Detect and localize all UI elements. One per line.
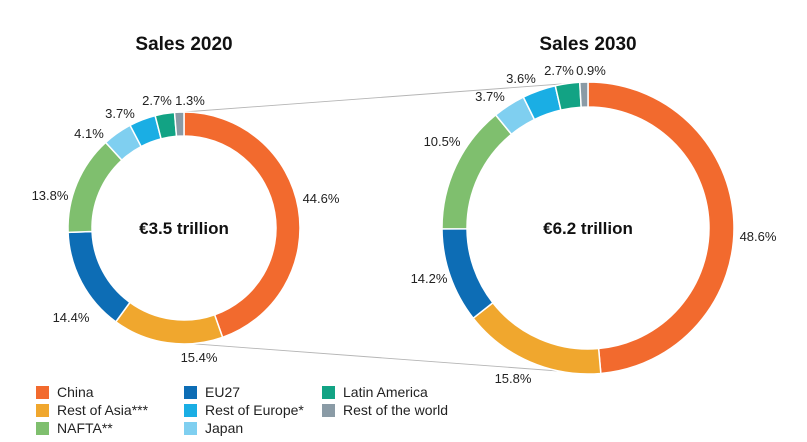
- connector-line-top: [183, 81, 589, 113]
- data-label-rest-of-europe: 3.7%: [105, 106, 135, 121]
- legend-item-nafta: NAFTA**: [36, 419, 113, 437]
- slice-latin-america: [554, 81, 582, 111]
- legend-label-rest-of-europe: Rest of Europe*: [205, 402, 304, 418]
- slice-rest-of-asia: [114, 301, 224, 345]
- data-label-china: 48.6%: [740, 229, 777, 244]
- slice-nafta: [67, 141, 123, 234]
- data-label-nafta: 13.8%: [32, 188, 69, 203]
- data-label-eu27: 10.5%: [424, 134, 461, 149]
- slice-eu27: [441, 228, 494, 320]
- legend-label-eu27: EU27: [205, 384, 241, 400]
- legend-item-latin-america: Latin America: [322, 383, 428, 401]
- data-label-latin-america: 2.7%: [142, 93, 172, 108]
- data-label-japan: 3.6%: [506, 71, 536, 86]
- data-label-rest-of-asia: 15.4%: [181, 350, 218, 365]
- legend-swatch-rest-of-europe: [184, 403, 197, 417]
- legend-swatch-nafta: [36, 421, 49, 435]
- donut-chart-2020: Sales 2020 €3.5 trillion 44.6% 15.4% 13.8% 14…: [32, 34, 340, 365]
- legend-label-latin-america: Latin America: [343, 384, 428, 400]
- data-label-rest-of-europe: 3.7%: [475, 89, 505, 104]
- slice-eu27: [67, 230, 131, 323]
- legend-item-rest-of-the-world: Rest of the world: [322, 401, 448, 419]
- legend-label-rest-of-the-world: Rest of the world: [343, 402, 449, 418]
- connector-line-bottom: [192, 343, 596, 375]
- chart-title: Sales 2020: [135, 34, 232, 55]
- center-total-label: €3.5 trillion: [139, 219, 229, 238]
- legend: China Rest of Asia*** NAFTA** EU27 Rest …: [36, 383, 516, 437]
- legend-swatch-rest-of-asia: [36, 403, 49, 417]
- slice-rest-of-the-world: [578, 81, 589, 108]
- data-label-rest-of-asia: 15.8%: [495, 371, 532, 386]
- data-label-rest-of-the-world: 1.3%: [175, 93, 205, 108]
- data-label-latin-america: 2.7%: [544, 63, 574, 78]
- slice-nafta: [441, 113, 513, 230]
- center-total-label: €6.2 trillion: [543, 219, 633, 238]
- legend-item-rest-of-europe: Rest of Europe*: [184, 401, 304, 419]
- data-label-china: 44.6%: [303, 191, 340, 206]
- data-label-japan: 4.1%: [74, 126, 104, 141]
- legend-swatch-china: [36, 385, 49, 399]
- data-label-rest-of-the-world: 0.9%: [576, 63, 606, 78]
- legend-swatch-eu27: [184, 385, 197, 399]
- slice-rest-of-the-world: [173, 111, 185, 138]
- legend-label-china: China: [57, 384, 94, 400]
- chart-title: Sales 2030: [539, 34, 636, 55]
- donut-chart-2030: Sales 2030 €6.2 trillion 48.6% 15.8% 14.2% 10…: [411, 34, 777, 386]
- legend-swatch-latin-america: [322, 385, 335, 399]
- legend-item-rest-of-asia: Rest of Asia***: [36, 401, 148, 419]
- data-label-eu27: 14.4%: [53, 310, 90, 325]
- legend-label-japan: Japan: [205, 420, 244, 436]
- legend-swatch-japan: [184, 421, 197, 435]
- legend-item-eu27: EU27: [184, 383, 240, 401]
- data-label-nafta: 14.2%: [411, 271, 448, 286]
- legend-item-japan: Japan: [184, 419, 243, 437]
- legend-item-china: China: [36, 383, 94, 401]
- slice-rest-of-asia: [472, 301, 602, 375]
- legend-label-rest-of-asia: Rest of Asia***: [57, 402, 149, 418]
- legend-swatch-rest-of-the-world: [322, 403, 335, 417]
- legend-label-nafta: NAFTA**: [57, 420, 113, 436]
